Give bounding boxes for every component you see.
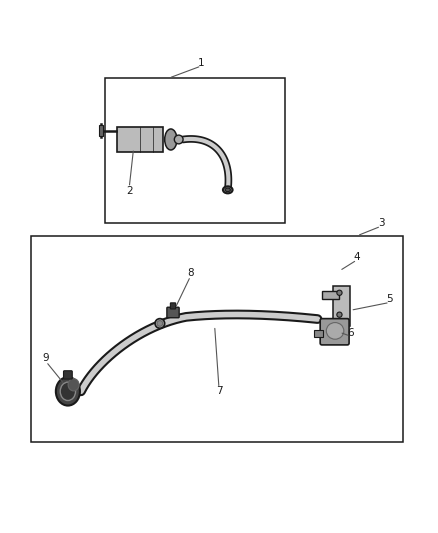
Bar bbox=[314, 330, 323, 336]
FancyBboxPatch shape bbox=[117, 126, 163, 152]
FancyBboxPatch shape bbox=[167, 307, 179, 318]
Text: 9: 9 bbox=[42, 353, 49, 364]
Circle shape bbox=[337, 290, 342, 295]
Circle shape bbox=[337, 312, 342, 317]
Bar bbox=[333, 286, 350, 326]
Bar bbox=[105, 78, 285, 223]
Text: 8: 8 bbox=[187, 268, 194, 278]
Ellipse shape bbox=[165, 129, 177, 150]
Ellipse shape bbox=[157, 320, 163, 326]
Text: 1: 1 bbox=[198, 58, 205, 68]
Ellipse shape bbox=[60, 382, 76, 400]
FancyBboxPatch shape bbox=[320, 319, 349, 345]
Ellipse shape bbox=[68, 378, 79, 391]
Bar bbox=[322, 292, 339, 300]
Bar bbox=[99, 125, 103, 136]
FancyBboxPatch shape bbox=[170, 303, 176, 309]
Bar bbox=[31, 236, 403, 442]
Text: 7: 7 bbox=[215, 386, 223, 397]
Ellipse shape bbox=[155, 319, 165, 328]
Ellipse shape bbox=[223, 187, 233, 193]
Text: 4: 4 bbox=[353, 252, 360, 262]
Ellipse shape bbox=[326, 322, 344, 339]
Ellipse shape bbox=[225, 188, 230, 191]
Circle shape bbox=[174, 135, 183, 144]
Text: 3: 3 bbox=[378, 217, 385, 228]
Ellipse shape bbox=[56, 377, 80, 406]
Text: 2: 2 bbox=[126, 186, 133, 196]
Text: 5: 5 bbox=[386, 294, 393, 304]
FancyBboxPatch shape bbox=[64, 371, 72, 379]
Text: 6: 6 bbox=[347, 328, 354, 338]
